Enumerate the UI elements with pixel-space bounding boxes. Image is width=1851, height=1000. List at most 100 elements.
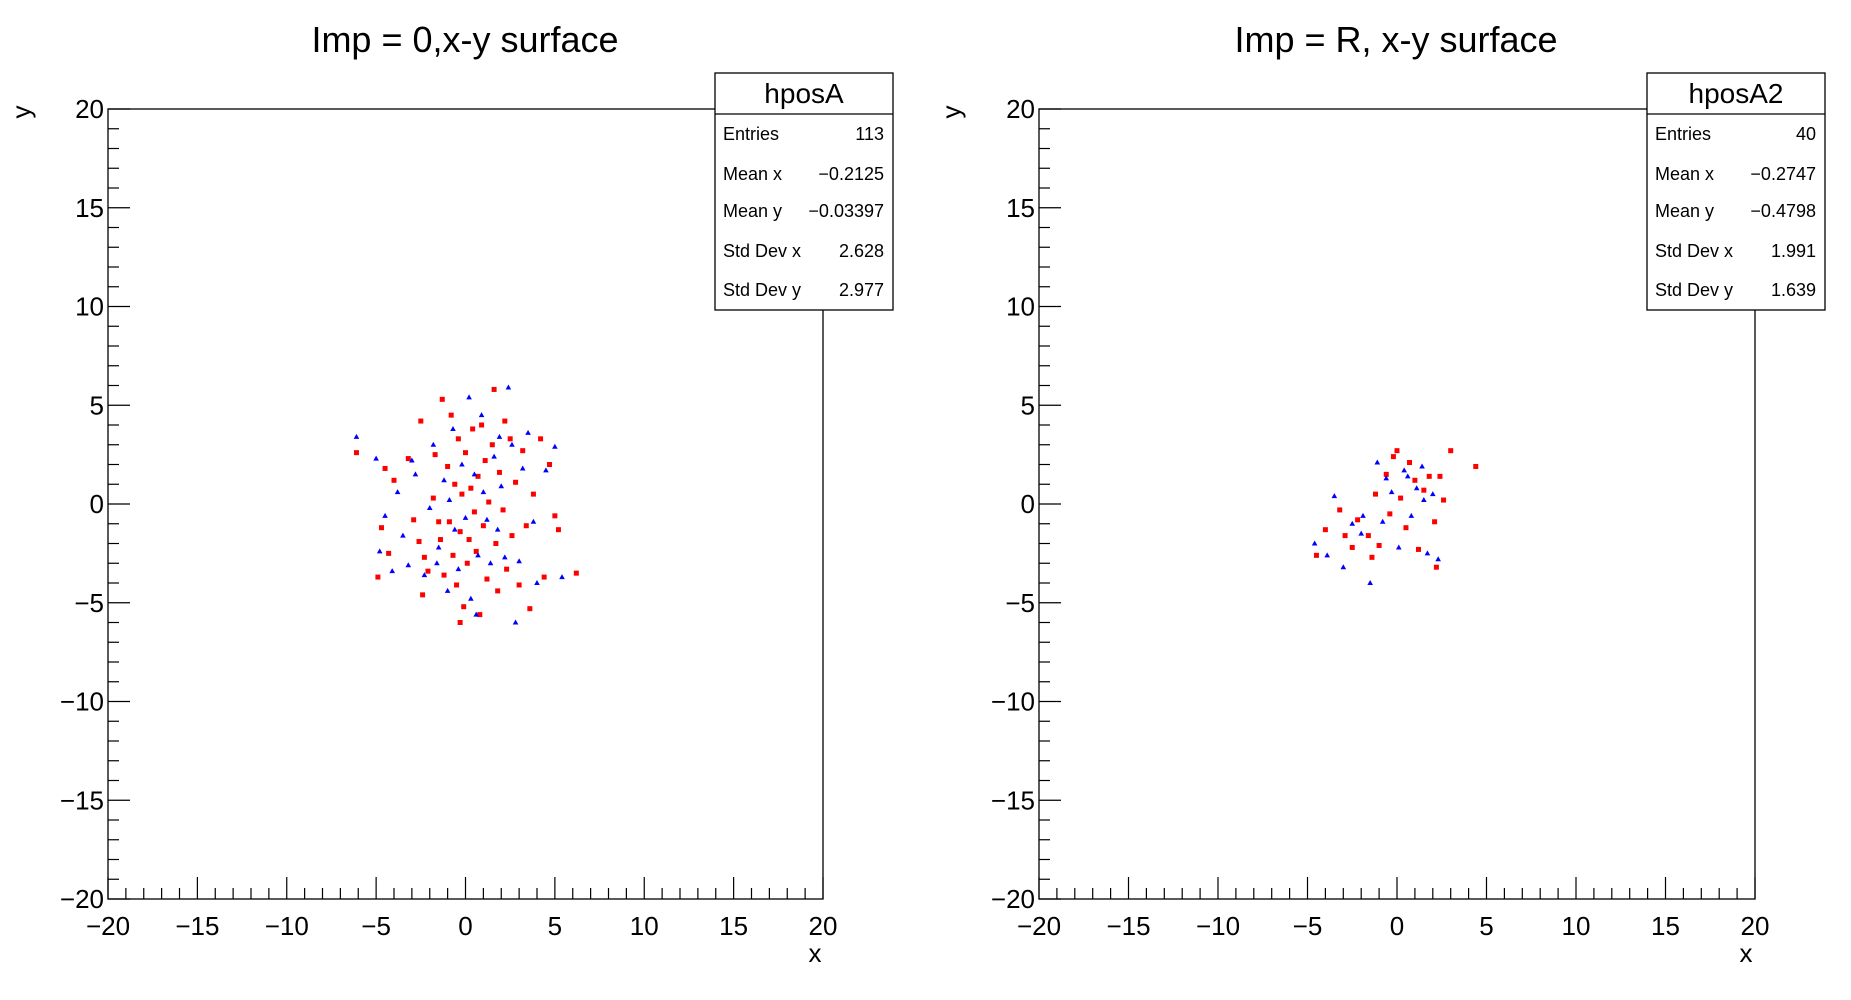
data-point <box>502 418 508 424</box>
data-point <box>523 523 529 529</box>
data-point <box>525 429 531 435</box>
data-point <box>1349 520 1356 526</box>
y-tick-label: −5 <box>74 588 104 618</box>
data-point <box>504 566 510 572</box>
data-point <box>1337 507 1343 513</box>
chart-title-left: Imp = 0,x-y surface <box>311 19 618 60</box>
data-point <box>494 526 501 532</box>
axis-ticks-left <box>107 108 824 900</box>
data-point <box>1430 491 1436 497</box>
data-point <box>555 527 561 533</box>
data-point <box>1313 552 1319 558</box>
stats-label: Mean x <box>723 164 782 184</box>
data-point <box>486 499 492 505</box>
data-point <box>1426 473 1432 479</box>
y-tick-label: 0 <box>90 489 104 519</box>
x-tick-label: −5 <box>1293 911 1323 941</box>
y-tick-label: 20 <box>1006 94 1035 124</box>
data-point <box>421 554 427 560</box>
y-tick-label: 10 <box>1006 292 1035 322</box>
data-point <box>530 491 536 497</box>
y-tick-label: −20 <box>991 884 1035 914</box>
stats-box-left: hposA Entries 113 Mean x −0.2125 Mean y −0.03… <box>714 72 894 311</box>
data-point <box>1365 533 1371 539</box>
stats-label: Entries <box>1655 124 1711 144</box>
x-tick-label: 15 <box>719 911 748 941</box>
data-point <box>448 412 454 418</box>
stats-label: Std Dev y <box>1655 280 1733 300</box>
x-tick-labels-left: −20 −15 −10 −5 0 5 10 15 20 <box>86 911 838 941</box>
data-point <box>436 519 442 525</box>
stats-value: 40 <box>1796 124 1816 144</box>
y-tick-label: −10 <box>991 687 1035 717</box>
data-point <box>477 612 483 618</box>
data-point <box>1379 518 1386 524</box>
stats-value: 2.977 <box>839 280 884 300</box>
data-point <box>471 509 477 515</box>
data-point <box>478 412 485 418</box>
data-point <box>441 572 447 578</box>
data-point <box>495 588 501 594</box>
x-tick-labels-right: −20 −15 −10 −5 0 5 10 15 20 <box>1017 911 1770 941</box>
x-tick-label: 0 <box>458 911 472 941</box>
data-point <box>505 384 512 390</box>
data-point <box>376 548 383 554</box>
y-tick-labels-left: −20 −15 −10 −5 0 5 10 15 20 <box>60 94 104 914</box>
data-point <box>509 533 515 539</box>
x-tick-label: 0 <box>1390 911 1404 941</box>
data-point <box>386 550 392 556</box>
data-point <box>409 457 415 463</box>
data-point <box>1413 485 1420 491</box>
stats-value: −0.4798 <box>1750 201 1816 221</box>
data-point <box>475 473 481 479</box>
data-point <box>452 481 458 487</box>
data-point <box>1437 473 1443 479</box>
stats-value: 113 <box>855 124 884 144</box>
data-point <box>1401 467 1407 473</box>
data-point <box>1349 544 1355 550</box>
y-tick-label: −15 <box>60 785 104 815</box>
data-point <box>496 433 503 439</box>
data-point <box>446 497 453 503</box>
data-point <box>425 568 431 574</box>
data-point <box>1412 477 1418 483</box>
x-tick-label: 10 <box>630 911 659 941</box>
data-point <box>382 512 388 518</box>
data-point <box>405 562 412 568</box>
data-point <box>491 453 497 459</box>
data-point <box>1322 527 1328 533</box>
data-point <box>1408 512 1415 518</box>
x-axis-label-right: x <box>1740 938 1753 968</box>
data-point <box>459 461 465 467</box>
data-point <box>444 587 451 593</box>
x-tick-label: 20 <box>809 911 838 941</box>
data-point <box>473 611 480 617</box>
data-point <box>450 552 456 558</box>
data-point <box>430 495 436 501</box>
data-point <box>378 525 384 531</box>
y-tick-label: −5 <box>1005 588 1035 618</box>
data-point <box>461 604 467 610</box>
stats-box-right: hposA2 Entries 40 Mean x −0.2747 Mean y −0.47… <box>1646 72 1826 311</box>
data-point <box>502 554 508 560</box>
data-point <box>1383 471 1389 477</box>
data-point <box>1432 519 1438 525</box>
data-point <box>418 418 424 424</box>
data-point <box>1473 463 1479 469</box>
data-point <box>1404 473 1411 479</box>
data-point <box>400 532 406 538</box>
data-point <box>487 560 494 566</box>
data-point <box>1331 493 1338 499</box>
y-tick-label: 20 <box>75 94 104 124</box>
x-tick-label: −15 <box>175 911 219 941</box>
data-point <box>1340 564 1347 570</box>
data-point <box>489 442 495 448</box>
data-point <box>1355 517 1361 523</box>
data-point <box>1435 556 1441 562</box>
data-point <box>445 463 451 469</box>
data-point <box>353 433 360 439</box>
data-point <box>1424 550 1431 556</box>
data-point <box>1421 487 1427 493</box>
data-point <box>457 529 463 535</box>
